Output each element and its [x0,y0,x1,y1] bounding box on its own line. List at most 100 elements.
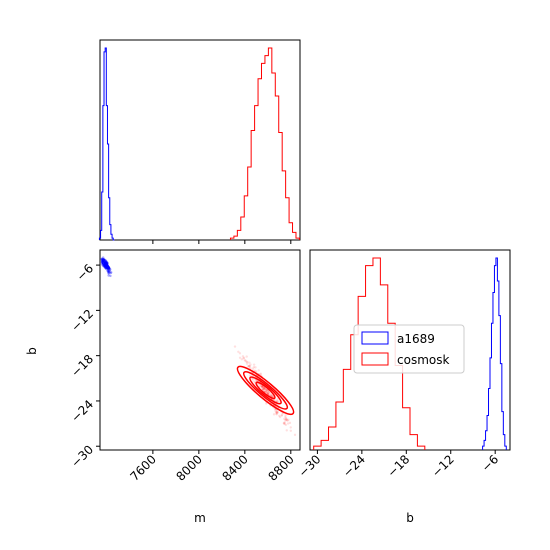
scatter-point-cosmosk [260,384,263,388]
scatter-point-cosmosk [252,380,255,383]
scatter-point-cosmosk [263,387,266,390]
panel-m-hist-frame [99,39,301,241]
scatter-point-a1689 [101,258,105,261]
scatter-point-a1689 [108,269,112,272]
scatter-point-a1689 [106,269,109,272]
scatter-point-cosmosk [286,419,289,422]
scatter-point-a1689 [103,258,106,262]
b-hist-tick-label: −18 [385,452,413,480]
scatter-point-cosmosk [266,388,269,392]
scatter-point-cosmosk [265,390,269,393]
legend-label-a1689: a1689 [397,332,435,346]
scatter-point-cosmosk [265,391,268,394]
scatter-point-cosmosk [248,374,252,377]
panel-m-hist [98,39,301,244]
scatter-point-cosmosk [251,367,254,370]
scatter-point-cosmosk [266,391,269,395]
b-hist-cosmosk [313,257,426,450]
scatter-point-cosmosk [249,366,252,370]
scatter-point-a1689 [101,258,104,262]
scatter-point-a1689 [102,258,106,262]
scatter-x-tick-label: 7600 [127,452,158,483]
scatter-point-cosmosk [276,400,279,403]
b-hist-tick-label: −12 [429,452,457,480]
scatter-point-cosmosk [263,387,266,391]
scatter-point-cosmosk [245,362,249,365]
scatter-point-a1689 [101,258,104,262]
scatter-point-a1689 [100,258,103,261]
contour-cosmosk [255,381,276,400]
scatter-point-cosmosk [246,365,250,368]
scatter-point-cosmosk [280,414,283,417]
scatter-point-cosmosk [284,418,287,422]
scatter-point-cosmosk [242,356,246,359]
scatter-point-a1689 [101,256,105,259]
scatter-point-cosmosk [244,359,247,362]
scatter-point-a1689 [104,263,108,267]
scatter-point-cosmosk [283,422,286,426]
scatter-point-cosmosk [264,390,267,394]
scatter-point-cosmosk [238,356,242,360]
legend-frame [353,324,465,374]
scatter-point-cosmosk [266,392,270,395]
legend-swatch-a1689 [361,331,389,345]
scatter-point-a1689 [105,259,108,263]
scatter-y-tick-label: −24 [68,397,96,425]
scatter-point-a1689 [107,269,111,273]
scatter-point-cosmosk [241,355,245,358]
scatter-point-cosmosk [287,418,290,421]
legend-swatch-cosmosk [361,352,389,366]
scatter-point-a1689 [100,257,104,261]
scatter-point-cosmosk [275,399,278,402]
b-hist-tick-label: −30 [296,452,324,480]
contour-a1689 [101,260,110,270]
scatter-point-cosmosk [266,392,269,395]
scatter-point-cosmosk [293,433,297,437]
scatter-point-cosmosk [285,418,289,422]
scatter-point-cosmosk [289,429,293,432]
scatter-point-cosmosk [261,388,264,391]
scatter-point-cosmosk [272,413,276,416]
scatter-point-a1689 [107,269,110,273]
scatter-point-cosmosk [242,357,245,360]
b-hist-tick-label: −6 [479,452,501,474]
scatter-point-cosmosk [283,417,286,421]
scatter-point-cosmosk [267,391,270,394]
scatter-point-cosmosk [275,413,278,416]
scatter-point-a1689 [102,258,105,261]
scatter-point-cosmosk [263,387,267,390]
scatter-point-cosmosk [276,411,280,414]
scatter-point-a1689 [107,270,111,274]
scatter-point-cosmosk [254,369,257,373]
scatter-point-cosmosk [256,383,260,386]
scatter-point-cosmosk [246,360,249,364]
x-axis-label-b: b [406,511,414,525]
contour-cosmosk [242,371,289,410]
scatter-y-tick-label: −12 [68,307,96,335]
legend-label-cosmosk: cosmosk [397,353,449,367]
scatter-point-a1689 [102,258,105,261]
scatter-point-cosmosk [284,415,287,419]
scatter-point-cosmosk [252,363,256,366]
scatter-point-cosmosk [248,361,251,364]
scatter-point-cosmosk [270,394,274,397]
scatter-point-a1689 [101,258,105,262]
scatter-y-tick-label: −18 [68,352,96,380]
scatter-point-cosmosk [257,369,260,372]
scatter-point-a1689 [103,258,106,262]
scatter-point-a1689 [103,259,106,262]
scatter-point-a1689 [106,269,110,273]
scatter-point-cosmosk [259,373,262,376]
scatter-point-cosmosk [276,400,279,403]
scatter-x-tick-label: 8000 [173,452,204,483]
scatter-point-cosmosk [263,388,266,391]
m-hist-cosmosk [229,47,300,240]
scatter-point-cosmosk [265,402,268,405]
m-hist-a1689 [98,47,115,241]
scatter-point-cosmosk [261,385,264,388]
scatter-point-cosmosk [289,426,292,429]
scatter-point-cosmosk [259,372,263,375]
scatter-point-cosmosk [264,390,267,393]
scatter-point-a1689 [103,262,107,266]
scatter-point-a1689 [110,271,113,274]
